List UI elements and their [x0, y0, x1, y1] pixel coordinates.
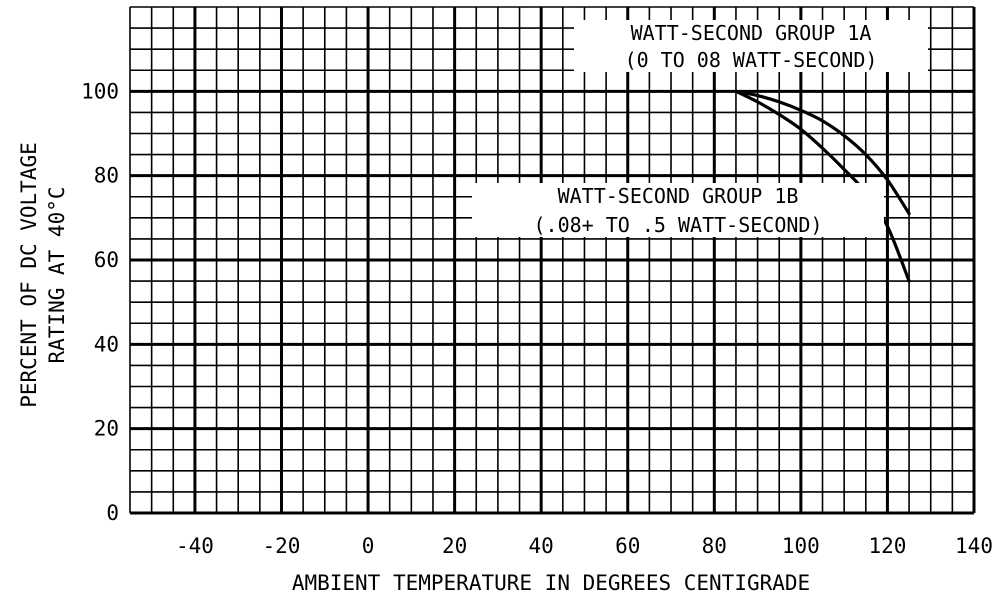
x-tick-label: -40: [176, 534, 214, 558]
y-axis-title-line2: RATING AT 40°C: [45, 186, 69, 363]
x-tick-label: -20: [263, 534, 301, 558]
y-tick-label: 40: [94, 332, 119, 356]
annotation-group-1a-line1: WATT-SECOND GROUP 1A: [631, 21, 872, 45]
y-tick-label: 60: [94, 248, 119, 272]
y-axis-ticks: 0 20 40 60 80 100: [81, 79, 119, 525]
x-axis-title: AMBIENT TEMPERATURE IN DEGREES CENTIGRAD…: [292, 571, 810, 595]
x-tick-label: 40: [529, 534, 554, 558]
curve-group-1a: [734, 89, 911, 216]
x-tick-label: 100: [782, 534, 820, 558]
x-tick-label: 80: [702, 534, 727, 558]
major-grid: [130, 7, 976, 515]
annotation-group-1b: WATT-SECOND GROUP 1B (.08+ TO .5 WATT-SE…: [472, 183, 884, 237]
y-tick-label: 20: [94, 417, 119, 441]
x-tick-label: 120: [868, 534, 906, 558]
annotation-group-1a-line2: (0 TO 08 WATT-SECOND): [625, 48, 878, 72]
annotation-group-1a: WATT-SECOND GROUP 1A (0 TO 08 WATT-SECON…: [574, 20, 928, 72]
x-tick-label: 60: [615, 534, 640, 558]
x-tick-label: 0: [362, 534, 375, 558]
x-axis-ticks: -40 -20 0 20 40 60 80 100 120 140: [176, 534, 993, 558]
y-axis-title-line1: PERCENT OF DC VOLTAGE: [17, 142, 41, 408]
annotation-group-1a-background: [574, 20, 928, 72]
annotation-group-1b-line1: WATT-SECOND GROUP 1B: [558, 184, 799, 208]
x-tick-label: 20: [442, 534, 467, 558]
y-tick-label: 0: [106, 501, 119, 525]
annotation-group-1b-background: [472, 183, 884, 237]
y-tick-label: 100: [81, 79, 119, 103]
annotation-group-1b-line2: (.08+ TO .5 WATT-SECOND): [534, 213, 823, 237]
y-tick-label: 80: [94, 164, 119, 188]
x-tick-label: 140: [955, 534, 993, 558]
